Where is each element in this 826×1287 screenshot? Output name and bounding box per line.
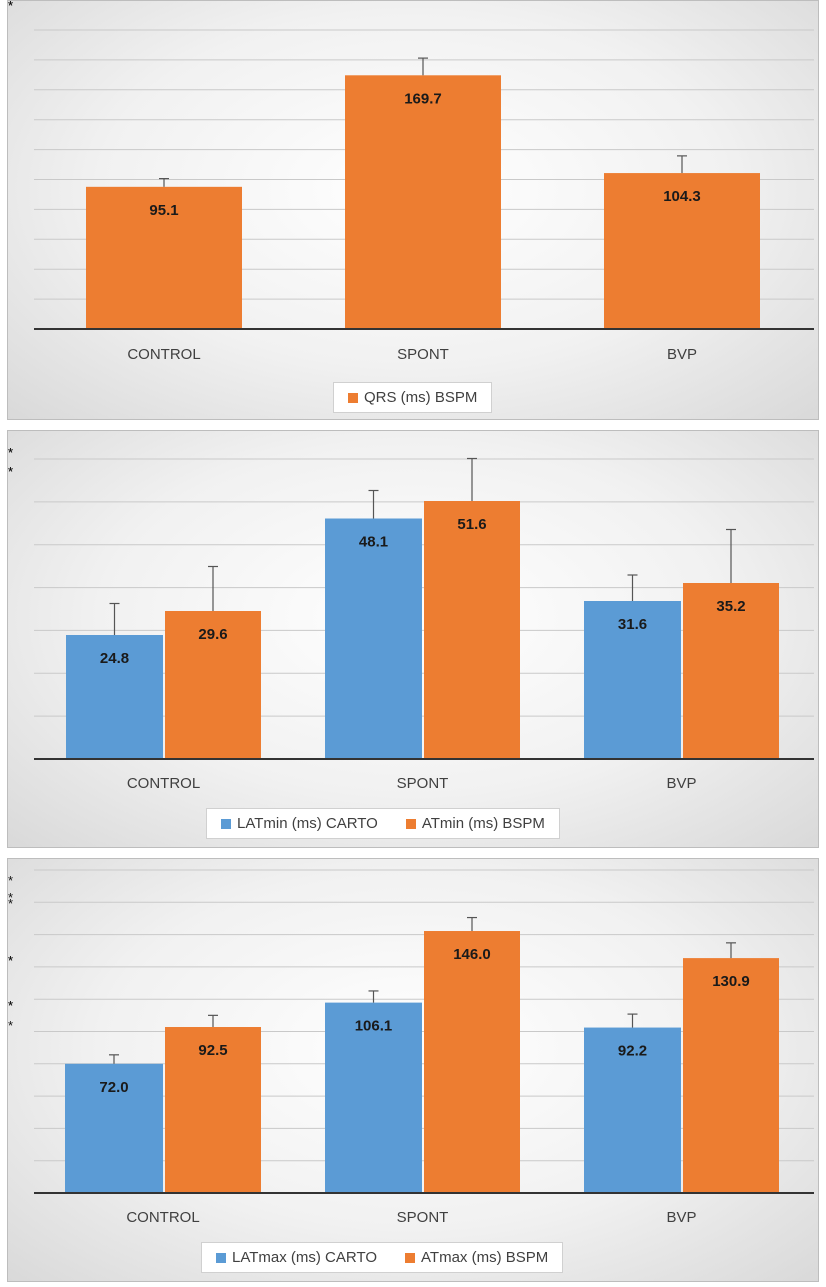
- data-label: 130.9: [712, 973, 750, 990]
- category-label: CONTROL: [127, 346, 200, 363]
- legend-label: ATmin (ms) BSPM: [421, 815, 545, 832]
- significance-marker: **: [8, 998, 13, 1013]
- data-label: 72.0: [99, 1079, 128, 1096]
- legend-swatch-orange: [405, 1252, 416, 1263]
- chart-panel-atmax: 72.0 92.5 CONTROL 106.1 146.0 SPONT 92.2 130.9 B…: [7, 858, 819, 1282]
- legend-swatch-orange: [405, 818, 416, 829]
- bar: [424, 931, 520, 1193]
- legend-item: QRS (ms) BSPM: [348, 389, 477, 406]
- bar: [65, 1063, 163, 1193]
- legend-item: ATmin (ms) BSPM: [405, 815, 545, 832]
- bar: [325, 1002, 422, 1193]
- bar: [683, 958, 779, 1193]
- category-label: BVP: [666, 1209, 696, 1226]
- significance-marker: **: [8, 953, 13, 968]
- data-label: 48.1: [359, 534, 388, 551]
- category-label: CONTROL: [127, 775, 200, 792]
- data-label: 29.6: [198, 626, 227, 643]
- data-label: 35.2: [716, 598, 745, 615]
- bar: [424, 501, 520, 759]
- category-label: BVP: [667, 346, 697, 363]
- category-label: SPONT: [397, 346, 449, 363]
- bar: [604, 173, 760, 329]
- bar: [165, 1027, 261, 1193]
- legend-atmin: LATmin (ms) CARTO ATmin (ms) BSPM: [206, 808, 560, 839]
- legend-item: LATmax (ms) CARTO: [216, 1249, 377, 1266]
- data-label: 106.1: [355, 1018, 393, 1035]
- bar: [584, 1027, 681, 1193]
- category-label: SPONT: [397, 1209, 449, 1226]
- significance-marker: **: [8, 464, 13, 479]
- chart-atmax: 72.0 92.5 CONTROL 106.1 146.0 SPONT 92.2 130.9 B…: [8, 859, 814, 1226]
- legend-item: LATmin (ms) CARTO: [221, 815, 378, 832]
- significance-marker: **: [8, 1, 13, 13]
- chart-panel-atmin: 24.8 29.6 CONTROL 48.1 51.6 SPONT 31.6 35.2 BVP *…: [7, 430, 819, 848]
- data-label: 95.1: [149, 202, 178, 219]
- bar: [345, 75, 501, 330]
- data-label: 92.2: [618, 1043, 647, 1060]
- legend-swatch-orange: [348, 392, 358, 403]
- data-label: 146.0: [453, 946, 491, 963]
- category-label: SPONT: [397, 775, 449, 792]
- chart-atmin: 24.8 29.6 CONTROL 48.1 51.6 SPONT 31.6 35.2 BVP *…: [8, 431, 814, 792]
- data-label: 51.6: [457, 516, 486, 533]
- significance-marker: **: [8, 953, 13, 968]
- legend-label: LATmin (ms) CARTO: [237, 815, 378, 832]
- legend-swatch-blue: [221, 818, 231, 829]
- legend-qrs: QRS (ms) BSPM: [333, 382, 493, 413]
- data-label: 104.3: [663, 188, 701, 205]
- data-label: 92.5: [198, 1042, 227, 1059]
- data-label: 24.8: [100, 650, 129, 667]
- significance-marker: **: [8, 1, 13, 13]
- category-label: CONTROL: [126, 1209, 199, 1226]
- bar: [325, 518, 422, 759]
- legend-swatch-blue: [216, 1252, 226, 1263]
- category-label: BVP: [666, 775, 696, 792]
- data-label: 31.6: [618, 616, 647, 633]
- bar: [86, 186, 242, 329]
- significance-marker: **: [8, 464, 13, 479]
- legend-item: ATmax (ms) BSPM: [405, 1249, 548, 1266]
- significance-marker: **: [8, 1018, 13, 1033]
- bar: [683, 583, 779, 759]
- significance-marker: **: [8, 998, 13, 1013]
- legend-label: ATmax (ms) BSPM: [421, 1249, 549, 1266]
- legend-atmax: LATmax (ms) CARTO ATmax (ms) BSPM: [201, 1242, 564, 1273]
- significance-marker: **: [8, 873, 13, 888]
- legend-label: QRS (ms) BSPM: [364, 389, 478, 406]
- legend-label: LATmax (ms) CARTO: [232, 1249, 378, 1266]
- data-label: 169.7: [404, 90, 442, 107]
- bar: [165, 611, 261, 759]
- bar: [66, 635, 163, 759]
- significance-marker: **: [8, 890, 13, 905]
- significance-marker: **: [8, 445, 13, 460]
- bar: [584, 601, 681, 759]
- significance-marker: **: [8, 445, 13, 460]
- significance-marker: **: [8, 896, 13, 911]
